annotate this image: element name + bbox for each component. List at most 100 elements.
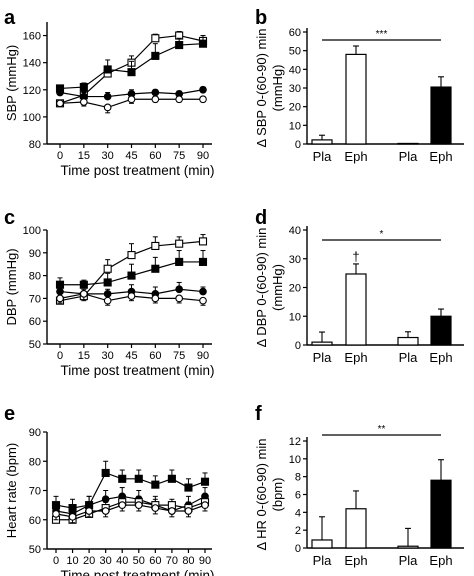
- y-axis-label: Δ DBP 0-(60-90) min: [254, 228, 269, 348]
- y-axis-label: SBP (mmHg): [4, 45, 19, 121]
- data-point: [101, 468, 110, 478]
- chart-panel-d: 0 10 20 30 40 Δ DBP 0-(60-90) min (mmHg) Pla Eph…: [254, 225, 464, 365]
- data-point: [184, 507, 193, 515]
- x-category-label: Pla: [399, 149, 419, 164]
- series-line: [55, 504, 206, 518]
- x-tick-label: 90: [199, 555, 211, 567]
- y-axis-label: Δ HR 0-(60-90) min: [254, 439, 269, 551]
- data-point: [199, 85, 207, 94]
- x-axis-label: Time post treatment (min): [60, 163, 214, 178]
- y-tick-label: 90: [29, 427, 41, 439]
- series-open-circle: [56, 95, 207, 114]
- x-tick-label: 80: [182, 555, 194, 567]
- bar: [345, 508, 367, 549]
- data-point: [175, 40, 184, 50]
- y-axis-label: Heart rate (bpm): [4, 443, 19, 538]
- y-axis-label: Δ SBP 0-(60-90) min: [254, 29, 269, 148]
- y-axis-label-unit: (mmHg): [270, 264, 285, 311]
- data-point: [167, 474, 176, 483]
- x-tick-label: 50: [133, 555, 145, 567]
- data-point: [103, 92, 112, 101]
- data-point: [103, 65, 112, 74]
- bar: [345, 273, 367, 346]
- x-category-label: Pla: [313, 149, 333, 164]
- data-point: [201, 501, 209, 509]
- x-category-label: Pla: [399, 553, 419, 568]
- data-point: [198, 257, 208, 266]
- y-tick-label: 30: [289, 254, 301, 266]
- x-tick-label: 60: [149, 150, 161, 162]
- data-point: [175, 257, 184, 266]
- data-point: [56, 99, 64, 108]
- bar: [397, 545, 419, 549]
- x-category-label: Eph: [429, 553, 452, 568]
- chart-panel-b: 0 10 20 30 40 50 60 Δ SBP 0-(60-90) min (mmHg) Pl…: [254, 27, 464, 164]
- series-line: [55, 472, 206, 509]
- data-point: [198, 39, 208, 48]
- bar: [311, 139, 333, 145]
- data-point: [184, 483, 193, 492]
- data-point: [79, 98, 88, 106]
- data-point: [151, 88, 160, 97]
- significance-label: **: [378, 424, 386, 435]
- x-tick-label: 0: [57, 150, 63, 162]
- x-category-label: Eph: [429, 350, 452, 365]
- data-point: [151, 504, 160, 512]
- data-point: [199, 95, 207, 104]
- x-tick-label: 0: [57, 350, 63, 362]
- data-point: [134, 501, 143, 509]
- y-tick-label: 40: [289, 225, 301, 237]
- data-point: [134, 474, 143, 483]
- data-point: [103, 289, 112, 298]
- x-axis-label: Time post treatment (min): [60, 363, 214, 378]
- data-point: [127, 292, 136, 300]
- y-tick-label: 70: [29, 293, 41, 305]
- data-point: [118, 501, 127, 509]
- data-point: [103, 264, 112, 273]
- x-category-label: Eph: [429, 149, 452, 164]
- data-point: [199, 287, 207, 296]
- x-category-label: Pla: [399, 350, 419, 365]
- data-point: [79, 289, 88, 298]
- x-tick-label: 15: [78, 150, 90, 162]
- panel-letter-c: c: [4, 207, 15, 229]
- panel-letter-b: b: [255, 7, 267, 29]
- chart-panel-f: 0 2 4 6 8 10 12 Δ HR 0-(60-90) min (bpm) Pla Eph Pl…: [254, 424, 464, 568]
- data-point: [175, 294, 184, 303]
- data-point: [56, 88, 64, 97]
- y-tick-label: 0: [295, 139, 301, 151]
- x-tick-label: 75: [173, 150, 185, 162]
- y-tick-label: 0: [295, 543, 301, 555]
- bar: [430, 86, 452, 145]
- x-category-label: Pla: [313, 553, 333, 568]
- y-tick-label: 40: [289, 64, 301, 76]
- y-tick-label: 10: [289, 311, 301, 323]
- y-tick-label: 30: [289, 83, 301, 95]
- y-tick-label: 20: [289, 102, 301, 114]
- y-tick-label: 100: [23, 112, 41, 124]
- y-tick-label: 80: [29, 139, 41, 151]
- data-point: [200, 477, 210, 486]
- y-tick-label: 10: [289, 454, 301, 466]
- data-point: [175, 285, 184, 294]
- y-tick-label: 80: [29, 271, 41, 283]
- y-tick-label: 0: [295, 340, 301, 352]
- y-tick-label: 140: [23, 58, 41, 70]
- data-point: [175, 239, 184, 248]
- x-category-label: Pla: [313, 350, 333, 365]
- y-tick-label: 4: [295, 507, 301, 519]
- data-point: [56, 294, 64, 303]
- significance-label: *: [380, 229, 384, 240]
- y-tick-label: 10: [289, 120, 301, 132]
- y-tick-label: 120: [23, 85, 41, 97]
- data-point: [199, 296, 207, 305]
- bar-annotation: †: [352, 249, 359, 264]
- y-tick-label: 70: [29, 486, 41, 498]
- series-line: [55, 495, 206, 515]
- series-open-circle: [56, 289, 207, 306]
- y-tick-label: 160: [23, 31, 41, 43]
- data-point: [168, 507, 176, 515]
- series-open-circle: [52, 501, 209, 524]
